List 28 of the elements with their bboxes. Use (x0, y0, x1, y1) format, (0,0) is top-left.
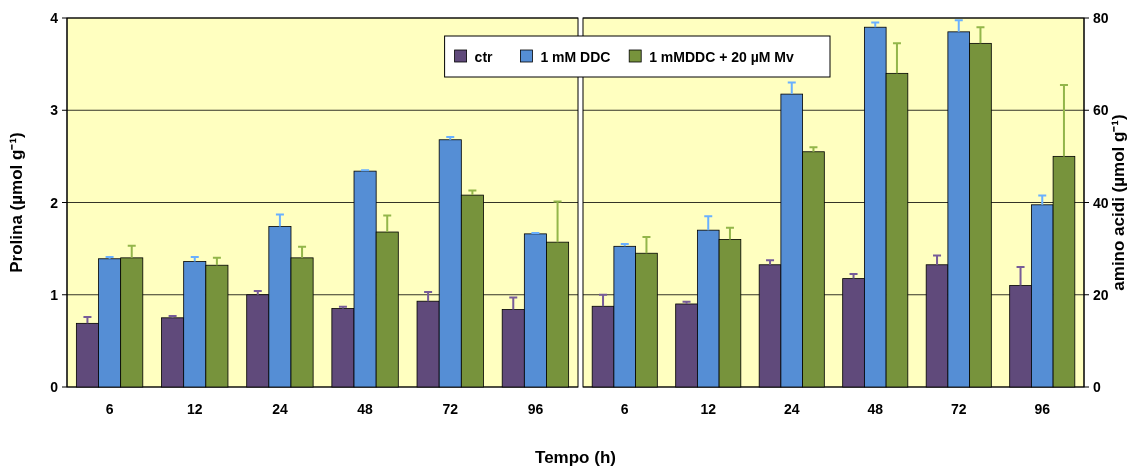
x-tick-label: 6 (105, 401, 114, 417)
y2-axis-title: amino acidi (µmol g⁻¹) (1109, 114, 1128, 291)
x-tick-label: 96 (1034, 401, 1051, 417)
x-tick-label: 24 (783, 401, 800, 417)
y2-tick-label: 60 (1093, 102, 1109, 119)
y-axis-title: Prolina (µmol g⁻¹) (7, 132, 26, 273)
x-tick-label: 48 (357, 401, 374, 417)
x-tick-label: 72 (442, 401, 459, 417)
x-tick-label: 48 (867, 401, 884, 417)
x-tick-label: 12 (186, 401, 203, 417)
y2-tick-label: 80 (1093, 10, 1109, 26)
y2-tick-label: 40 (1093, 194, 1109, 211)
y-tick-label: 4 (50, 10, 59, 26)
y2-tick-label: 20 (1093, 286, 1109, 303)
y-tick-label: 1 (50, 286, 59, 303)
x-tick-label: 6 (620, 401, 629, 417)
x-tick-label: 24 (272, 401, 288, 417)
x-tick-label: 96 (527, 401, 544, 417)
y-tick-label: 2 (50, 194, 59, 211)
legend-label: ctr (474, 49, 494, 65)
x-tick-label: 12 (700, 401, 717, 417)
x-axis-title: Tempo (h) (535, 448, 616, 467)
y-tick-label: 3 (50, 102, 59, 119)
legend-label: 1 mM DDC (540, 49, 611, 65)
legend-label: 1 mMDDC + 20 µM Mv (649, 49, 795, 65)
y-tick-label: 0 (50, 379, 59, 395)
y2-tick-label: 0 (1093, 379, 1101, 395)
x-tick-label: 72 (950, 401, 967, 417)
